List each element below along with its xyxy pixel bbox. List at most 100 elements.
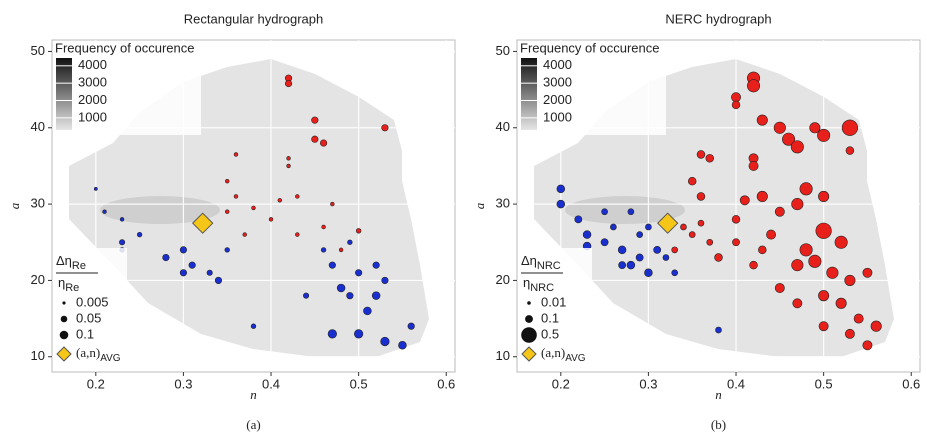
legend-label: 0.1 — [76, 326, 94, 341]
legend-size — [525, 315, 533, 323]
y-tick-label: 10 — [496, 348, 510, 363]
point — [671, 269, 679, 277]
legend-label: 3000 — [543, 75, 572, 90]
point — [680, 223, 687, 231]
point — [381, 124, 389, 132]
point — [818, 290, 830, 302]
y-tick-label: 50 — [496, 43, 510, 58]
point — [162, 253, 170, 262]
point — [250, 323, 257, 329]
point — [636, 231, 643, 238]
point — [330, 201, 335, 207]
point — [834, 235, 848, 249]
y-axis-label: a — [472, 202, 487, 209]
point — [732, 238, 740, 247]
point — [714, 253, 723, 262]
point — [321, 224, 326, 230]
point — [102, 209, 107, 214]
x-tick-label: 0.4 — [262, 376, 280, 391]
point — [818, 321, 829, 332]
text-part: (a,n) — [541, 345, 565, 360]
text-part: NRC — [537, 260, 561, 272]
point — [853, 313, 864, 324]
legend-size — [59, 330, 69, 340]
y-tick-label: 30 — [31, 196, 45, 211]
chart-title: Rectangular hydrograph — [184, 11, 323, 26]
point — [582, 230, 592, 239]
legend-box — [53, 41, 201, 135]
point — [320, 247, 327, 253]
point — [225, 178, 230, 184]
y-axis-label: a — [7, 202, 22, 209]
point — [870, 320, 882, 332]
x-tick-label: 0.4 — [727, 376, 745, 391]
point — [286, 156, 291, 161]
point — [653, 245, 662, 254]
point — [756, 190, 768, 202]
point — [93, 186, 98, 191]
x-tick-label: 0.2 — [87, 376, 105, 391]
point — [671, 246, 679, 254]
point — [327, 329, 337, 339]
color-bar — [521, 58, 537, 130]
point — [179, 246, 187, 254]
legend-title: Frequency of occurence — [55, 40, 194, 55]
legend-label: 0.005 — [76, 294, 109, 309]
point — [688, 231, 696, 238]
x-tick-label: 0.3 — [639, 376, 657, 391]
point — [311, 135, 319, 143]
point — [303, 292, 310, 299]
legend-avg — [56, 346, 72, 362]
point — [354, 329, 364, 339]
point — [817, 128, 831, 142]
point — [731, 100, 741, 110]
text-part: Δη — [56, 253, 72, 268]
point — [748, 160, 759, 171]
point — [862, 267, 873, 278]
legend-label: 0.1 — [541, 310, 559, 325]
point — [844, 328, 855, 339]
legend-title: ΔηNRC — [521, 253, 561, 271]
legend-title: ΔηRe — [56, 253, 86, 271]
point — [355, 228, 362, 234]
point — [715, 326, 722, 334]
point — [398, 341, 407, 350]
legend-label: 0.05 — [76, 310, 101, 325]
point — [818, 190, 830, 202]
legend-label: 1000 — [543, 109, 572, 124]
text-part: NRC — [530, 282, 554, 294]
legend-box — [53, 248, 127, 366]
point — [311, 116, 319, 124]
point — [644, 268, 653, 278]
point — [136, 231, 143, 238]
point — [347, 239, 353, 245]
text-part: (a,n) — [76, 345, 100, 360]
text-part: AVG — [100, 353, 121, 364]
point — [601, 208, 608, 216]
color-bar — [56, 58, 72, 130]
point — [808, 254, 822, 268]
legend-label: 3000 — [78, 75, 107, 90]
point — [363, 306, 372, 316]
point — [251, 205, 256, 211]
point — [627, 208, 635, 216]
y-tick-label: 40 — [31, 119, 45, 134]
point — [835, 297, 847, 309]
point — [696, 150, 706, 159]
text-part: Re — [65, 282, 79, 294]
legend-title: ηRe — [58, 275, 79, 293]
point — [574, 215, 583, 224]
point — [731, 92, 741, 103]
point — [841, 119, 859, 136]
y-tick-label: 40 — [496, 119, 510, 134]
point — [328, 261, 336, 269]
x-tick-label: 0.5 — [350, 376, 368, 391]
avg-point — [191, 212, 214, 234]
point — [119, 217, 125, 222]
point — [617, 245, 627, 255]
point — [233, 194, 239, 199]
x-tick-label: 0.2 — [552, 376, 570, 391]
point — [697, 219, 705, 227]
point — [739, 195, 750, 206]
